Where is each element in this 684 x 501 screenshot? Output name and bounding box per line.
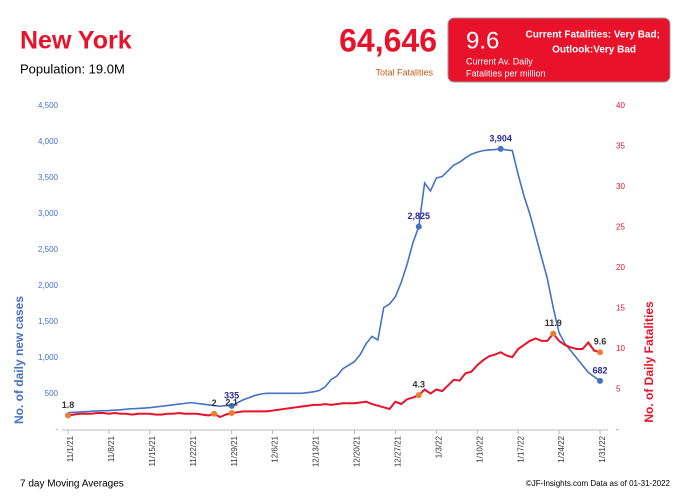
y2-tick-label: 15 <box>616 304 625 313</box>
data-label: 2 <box>212 398 217 408</box>
data-label: 9.6 <box>594 337 607 347</box>
y2-tick-label: 10 <box>616 344 625 353</box>
x-tick-label: 1/10/22 <box>475 435 484 462</box>
series-line <box>67 332 601 419</box>
x-tick-label: 1/3/22 <box>434 435 443 458</box>
y2-tick-label: 30 <box>616 182 625 191</box>
status: Current Fatalities: Very Bad; <box>526 30 660 41</box>
y2-tick-label: 25 <box>616 223 625 232</box>
x-tick-label: 12/20/21 <box>353 435 362 467</box>
data-label: 1.8 <box>62 400 75 410</box>
footer-credit: ©JF-Insights.com Data as of 01-31-2022 <box>526 479 671 488</box>
chart-title: New York <box>20 27 132 55</box>
y-tick-label: 500 <box>45 389 59 398</box>
x-tick-label: 11/29/21 <box>230 435 239 466</box>
population: Population: 19.0M <box>20 61 125 76</box>
data-label: 2.1 <box>225 397 238 407</box>
x-tick-label: 12/27/21 <box>393 435 402 467</box>
x-tick-label: 12/6/21 <box>271 435 280 462</box>
current-label: Current Av. Daily <box>466 56 533 66</box>
point-marker <box>211 410 218 417</box>
y-tick-label: 1,000 <box>38 353 59 362</box>
point-marker <box>228 409 235 416</box>
y-tick-label: 3,500 <box>38 173 59 182</box>
status-box <box>447 17 671 83</box>
data-label: 11.9 <box>545 318 562 328</box>
data-label: 3,904 <box>489 133 512 143</box>
footer-note: 7 day Moving Averages <box>20 479 124 490</box>
data-label: 682 <box>592 365 607 375</box>
x-tick-label: 1/17/22 <box>516 435 525 462</box>
y-tick-label: 4,000 <box>38 137 59 146</box>
x-tick-label: 1/31/22 <box>598 435 607 462</box>
x-tick-label: 11/22/21 <box>189 435 198 466</box>
y-tick-label: 4,500 <box>38 101 59 110</box>
point-marker <box>415 223 422 230</box>
y-tick-label: 2,500 <box>38 245 59 254</box>
data-label: 335 <box>224 390 239 400</box>
current-rate: 9.6 <box>466 27 499 54</box>
y2-tick-label: 40 <box>616 101 625 110</box>
y2-tick-label: 5 <box>616 385 621 394</box>
y-axis-title: No. of daily new cases <box>12 296 26 424</box>
x-tick-label: 12/13/21 <box>312 435 321 467</box>
total-label: Total Fatalities <box>375 67 433 77</box>
outlook: Outlook:Very Bad <box>552 45 636 56</box>
point-marker <box>65 412 71 419</box>
point-marker <box>597 377 603 384</box>
data-label: 2,825 <box>408 211 431 221</box>
point-marker <box>550 330 557 337</box>
data-label: 4.3 <box>413 380 426 390</box>
series-line <box>67 148 601 414</box>
y-tick-label: 1,500 <box>38 317 59 326</box>
x-tick-label: 1/24/22 <box>557 435 566 462</box>
current-label: Fatalities per million <box>466 68 546 78</box>
y-tick-label: 2,000 <box>38 281 59 290</box>
point-marker <box>597 349 603 356</box>
y2-tick-label: - <box>616 425 619 434</box>
y2-tick-label: 20 <box>616 263 625 272</box>
y-tick-label: 3,000 <box>38 209 59 218</box>
x-tick-label: 11/15/21 <box>148 435 157 466</box>
x-tick-label: 11/1/21 <box>66 435 75 462</box>
total-fatalities: 64,646 <box>339 22 437 58</box>
y2-tick-label: 35 <box>616 142 625 151</box>
point-marker <box>228 402 235 409</box>
y2-axis-title: No. of Daily Fatalities <box>642 301 656 423</box>
x-tick-label: 11/8/21 <box>107 435 116 462</box>
point-marker <box>497 145 504 152</box>
y-tick-label: - <box>55 425 58 434</box>
point-marker <box>415 392 422 399</box>
